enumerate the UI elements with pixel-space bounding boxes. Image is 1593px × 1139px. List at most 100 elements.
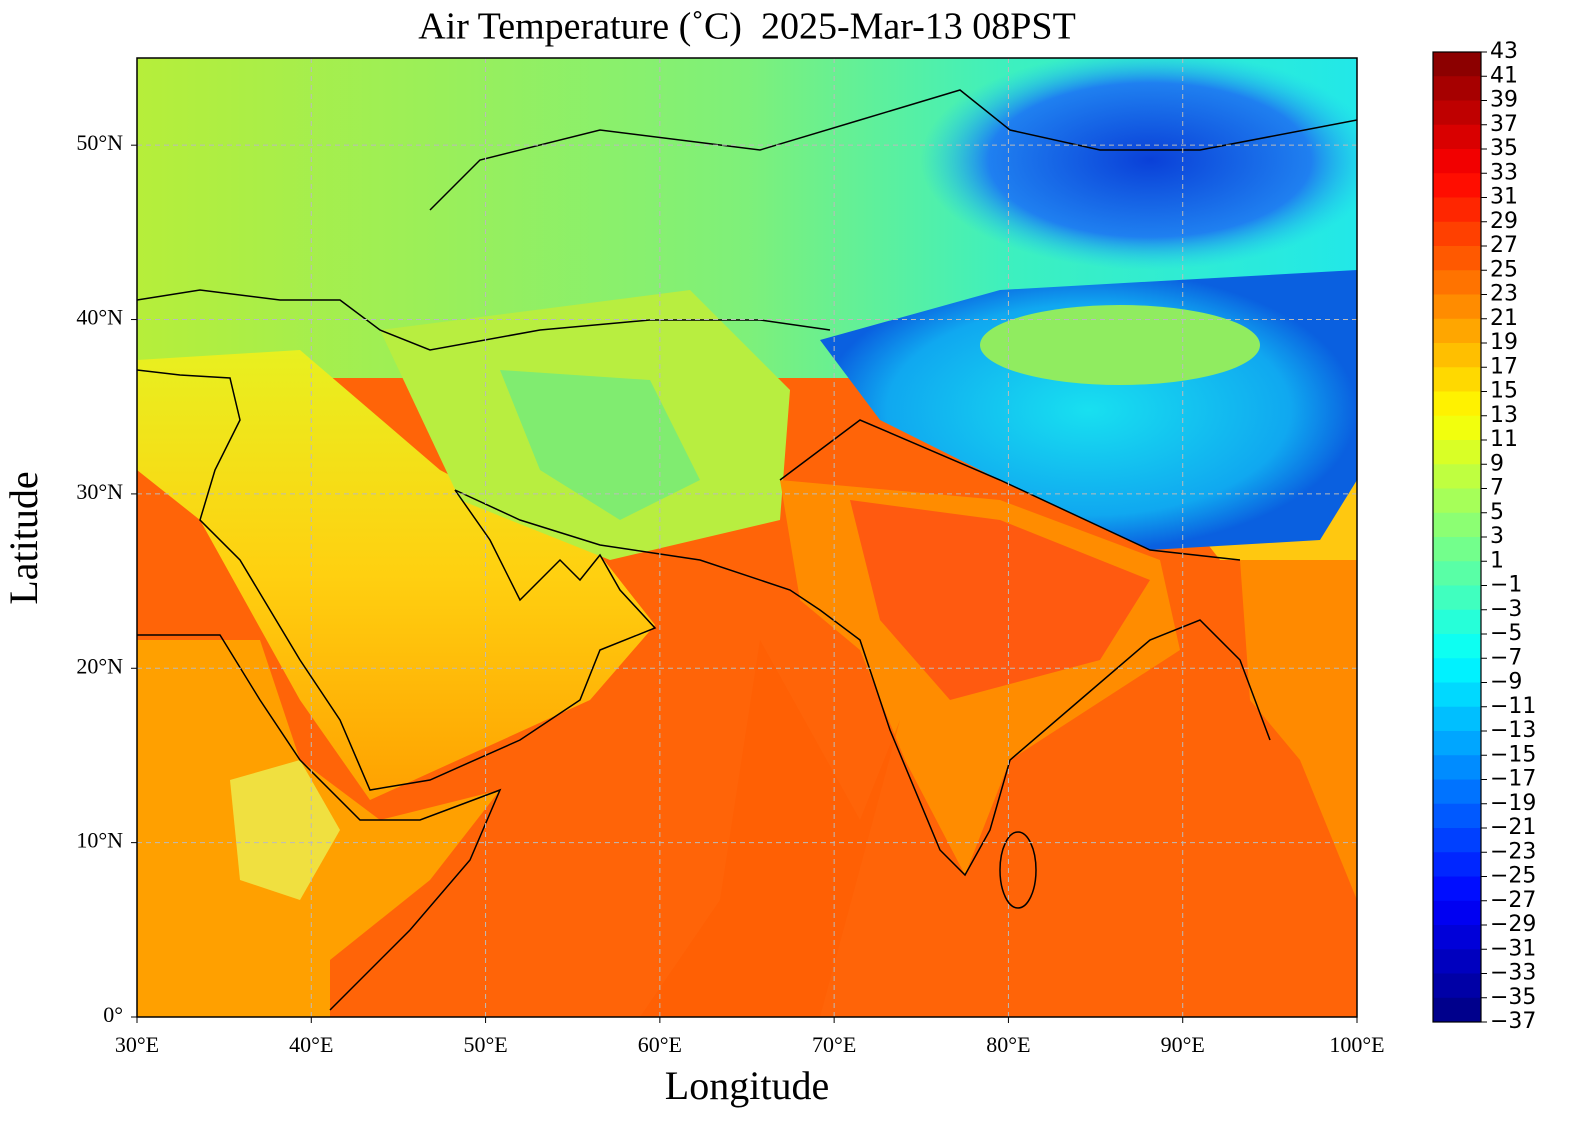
x-tick-label: 90°E: [1161, 1032, 1205, 1057]
colorbar-band: [1433, 609, 1481, 635]
colorbar-tick-label: 43: [1490, 39, 1518, 64]
colorbar-band: [1433, 173, 1481, 198]
colorbar-tick-label: −13: [1490, 718, 1536, 743]
colorbar-tick-label: −17: [1490, 767, 1536, 792]
colorbar-tick-label: 41: [1490, 63, 1518, 88]
colorbar-band: [1433, 949, 1481, 974]
colorbar-band: [1433, 658, 1481, 683]
x-tick-label: 100°E: [1329, 1032, 1384, 1057]
y-tick-label: 20°N: [76, 653, 123, 678]
colorbar-band: [1433, 852, 1481, 877]
colorbar-tick-label: 19: [1490, 330, 1518, 355]
colorbar-band: [1433, 149, 1481, 174]
colorbar-tick-label: 39: [1490, 88, 1518, 113]
colorbar-tick-label: 1: [1490, 548, 1504, 573]
colorbar-tick-label: 27: [1490, 233, 1518, 258]
colorbar-band: [1433, 706, 1481, 732]
colorbar-band: [1433, 367, 1481, 392]
colorbar-band: [1433, 925, 1481, 950]
colorbar-band: [1433, 52, 1481, 77]
colorbar-tick-label: −15: [1490, 742, 1536, 767]
colorbar-tick-label: 21: [1490, 306, 1518, 331]
y-tick-label: 0°: [103, 1002, 123, 1027]
colorbar-band: [1433, 391, 1481, 417]
colorbar-band: [1433, 876, 1481, 902]
colorbar-band: [1433, 343, 1481, 368]
y-tick-label: 10°N: [76, 828, 123, 853]
map-title: Air Temperature (˚C) 2025-Mar-13 08PST: [418, 6, 1076, 48]
colorbar-tick-label: −25: [1490, 864, 1536, 889]
colorbar: 434139373533312927252321191715131197531−…: [1432, 39, 1536, 1034]
colorbar-band: [1433, 512, 1481, 538]
colorbar-tick-label: 35: [1490, 136, 1518, 161]
colorbar-band: [1433, 294, 1481, 320]
colorbar-tick-label: 17: [1490, 354, 1518, 379]
colorbar-band: [1433, 221, 1481, 247]
colorbar-band: [1433, 464, 1481, 489]
colorbar-tick-label: 9: [1490, 451, 1504, 476]
x-axis-label: Longitude: [665, 1063, 829, 1108]
colorbar-band: [1433, 76, 1481, 101]
colorbar-tick-label: −23: [1490, 839, 1536, 864]
colorbar-band: [1433, 100, 1481, 126]
colorbar-tick-label: 25: [1490, 257, 1518, 282]
colorbar-tick-label: −19: [1490, 791, 1536, 816]
colorbar-tick-label: 31: [1490, 185, 1518, 210]
colorbar-band: [1433, 803, 1481, 829]
colorbar-tick-label: 23: [1490, 282, 1518, 307]
colorbar-band: [1433, 318, 1481, 344]
colorbar-tick-label: −1: [1490, 573, 1522, 598]
colorbar-band: [1433, 488, 1481, 514]
colorbar-band: [1433, 973, 1481, 999]
colorbar-band: [1433, 537, 1481, 562]
colorbar-tick-label: 5: [1490, 500, 1504, 525]
colorbar-band: [1433, 561, 1481, 586]
colorbar-band: [1433, 731, 1481, 756]
colorbar-tick-label: −33: [1490, 961, 1536, 986]
colorbar-band: [1433, 440, 1481, 465]
colorbar-tick-label: −9: [1490, 670, 1522, 695]
colorbar-band: [1433, 634, 1481, 659]
y-axis-label: Latitude: [1, 471, 46, 604]
colorbar-tick-label: 37: [1490, 112, 1518, 137]
x-tick-label: 70°E: [812, 1032, 856, 1057]
colorbar-band: [1433, 755, 1481, 780]
colorbar-tick-label: 15: [1490, 379, 1518, 404]
x-tick-label: 60°E: [638, 1032, 682, 1057]
colorbar-band: [1433, 828, 1481, 853]
colorbar-tick-label: −31: [1490, 936, 1536, 961]
temperature-field: [137, 58, 1357, 1017]
y-tick-label: 50°N: [76, 130, 123, 155]
colorbar-band: [1433, 997, 1481, 1023]
colorbar-tick-label: −27: [1490, 888, 1536, 913]
colorbar-tick-label: −35: [1490, 985, 1536, 1010]
plot-frame: [136, 57, 1358, 1018]
x-tick-label: 80°E: [986, 1032, 1030, 1057]
colorbar-band: [1433, 779, 1481, 805]
y-tick-label: 40°N: [76, 305, 123, 330]
colorbar-band: [1433, 682, 1481, 708]
colorbar-tick-label: −29: [1490, 912, 1536, 937]
colorbar-band: [1433, 246, 1481, 271]
colorbar-tick-label: −21: [1490, 815, 1536, 840]
colorbar-tick-label: −11: [1490, 694, 1536, 719]
colorbar-tick-label: −37: [1490, 1009, 1536, 1034]
colorbar-tick-label: 33: [1490, 160, 1518, 185]
colorbar-tick-label: −5: [1490, 621, 1522, 646]
colorbar-band: [1433, 270, 1481, 295]
colorbar-band: [1433, 900, 1481, 926]
colorbar-tick-label: 11: [1490, 427, 1518, 452]
colorbar-tick-label: −7: [1490, 645, 1522, 670]
x-tick-label: 30°E: [115, 1032, 159, 1057]
colorbar-band: [1433, 585, 1481, 611]
colorbar-tick-label: −3: [1490, 597, 1522, 622]
x-tick-label: 50°E: [463, 1032, 507, 1057]
colorbar-tick-label: 29: [1490, 209, 1518, 234]
x-tick-label: 40°E: [289, 1032, 333, 1057]
colorbar-band: [1433, 124, 1481, 150]
colorbar-band: [1433, 197, 1481, 223]
colorbar-tick-label: 13: [1490, 403, 1518, 428]
colorbar-tick-label: 7: [1490, 476, 1504, 501]
colorbar-tick-label: 3: [1490, 524, 1504, 549]
